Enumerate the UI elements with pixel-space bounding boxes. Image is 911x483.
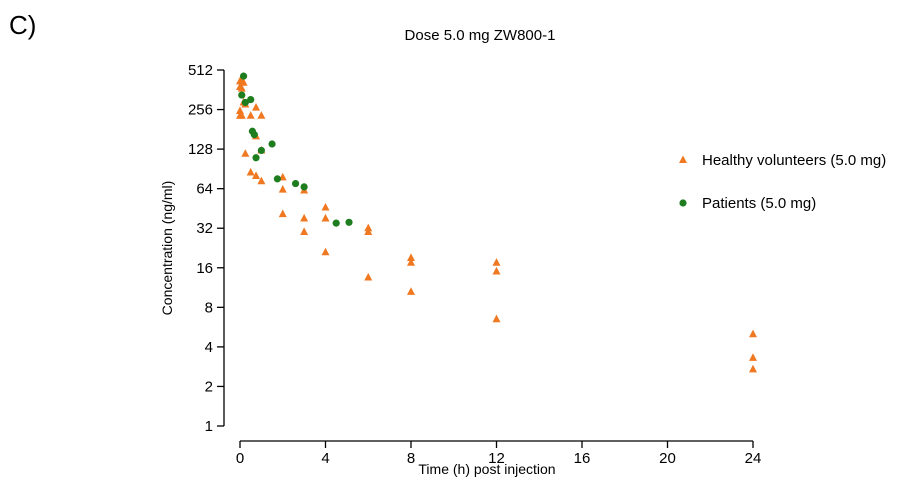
x-tick-label: 4 bbox=[321, 450, 329, 467]
healthy-volunteer-point bbox=[364, 227, 373, 235]
healthy-volunteer-point bbox=[278, 209, 287, 218]
healthy-volunteer-point bbox=[278, 185, 287, 193]
healthy-volunteer-point bbox=[241, 149, 250, 157]
patient-point bbox=[300, 183, 308, 191]
y-tick-label: 32 bbox=[196, 220, 213, 237]
x-tick-label: 16 bbox=[574, 450, 591, 467]
healthy-volunteer-point bbox=[246, 111, 255, 119]
patient-point bbox=[257, 146, 265, 155]
healthy-volunteer-point bbox=[407, 258, 415, 266]
panel-label: C) bbox=[9, 10, 37, 40]
healthy-volunteer-point bbox=[749, 329, 757, 338]
chart-title: Dose 5.0 mg ZW800-1 bbox=[405, 27, 556, 44]
healthy-volunteer-point bbox=[749, 353, 757, 361]
healthy-volunteer-point bbox=[321, 202, 330, 211]
legend-label: Patients (5.0 mg) bbox=[702, 195, 816, 212]
y-tick-label: 512 bbox=[188, 62, 213, 79]
x-tick-label: 24 bbox=[745, 450, 762, 467]
y-tick-label: 16 bbox=[196, 260, 213, 277]
x-tick-label: 8 bbox=[407, 450, 415, 467]
patient-point bbox=[345, 218, 353, 226]
x-axis-label: Time (h) post injection bbox=[418, 461, 555, 477]
y-axis-label: Concentration (ng/ml) bbox=[159, 181, 175, 316]
healthy-volunteer-point bbox=[239, 78, 248, 86]
healthy-volunteer-point bbox=[237, 83, 246, 92]
y-tick-label: 2 bbox=[205, 378, 213, 395]
legend-marker-healthy bbox=[679, 155, 687, 164]
y-tick-label: 256 bbox=[188, 102, 213, 119]
healthy-volunteer-point bbox=[492, 266, 501, 275]
legend-label: Healthy volunteers (5.0 mg) bbox=[702, 152, 886, 169]
healthy-volunteer-point bbox=[237, 111, 246, 119]
patient-point bbox=[238, 91, 246, 99]
patient-point bbox=[268, 140, 276, 148]
y-tick-label: 4 bbox=[205, 339, 213, 356]
data-marks bbox=[236, 72, 757, 373]
patient-point bbox=[250, 131, 258, 139]
patient-point bbox=[332, 219, 340, 227]
y-tick-label: 128 bbox=[188, 141, 213, 158]
healthy-volunteer-point bbox=[252, 103, 261, 111]
healthy-volunteer-point bbox=[257, 111, 266, 119]
patient-point bbox=[291, 179, 300, 188]
healthy-volunteer-point bbox=[257, 176, 266, 185]
healthy-volunteer-point bbox=[749, 364, 757, 373]
legend: Healthy volunteers (5.0 mg) Patients (5.0… bbox=[679, 152, 886, 212]
healthy-volunteer-point bbox=[407, 253, 415, 262]
patient-point bbox=[252, 154, 260, 162]
healthy-volunteer-point bbox=[300, 227, 309, 235]
x-tick-label: 0 bbox=[236, 450, 244, 467]
healthy-volunteer-point bbox=[492, 314, 501, 323]
y-tick-label: 1 bbox=[205, 418, 213, 435]
healthy-volunteer-point bbox=[252, 171, 261, 179]
patient-point bbox=[273, 175, 282, 183]
y-tick-label: 8 bbox=[205, 299, 213, 316]
patient-point bbox=[239, 72, 248, 80]
patient-point bbox=[247, 95, 255, 104]
healthy-volunteer-point bbox=[321, 247, 330, 256]
healthy-volunteer-point bbox=[246, 167, 255, 176]
legend-marker-patients bbox=[679, 199, 687, 207]
y-tick-label: 64 bbox=[196, 181, 213, 198]
healthy-volunteer-point bbox=[300, 213, 309, 222]
patient-point bbox=[241, 98, 249, 107]
healthy-volunteer-point bbox=[321, 213, 330, 222]
healthy-volunteer-point bbox=[492, 258, 501, 266]
x-tick-label: 12 bbox=[488, 450, 505, 467]
healthy-volunteer-point bbox=[407, 287, 415, 295]
healthy-volunteer-point bbox=[364, 272, 373, 281]
x-tick-label: 20 bbox=[659, 450, 676, 467]
